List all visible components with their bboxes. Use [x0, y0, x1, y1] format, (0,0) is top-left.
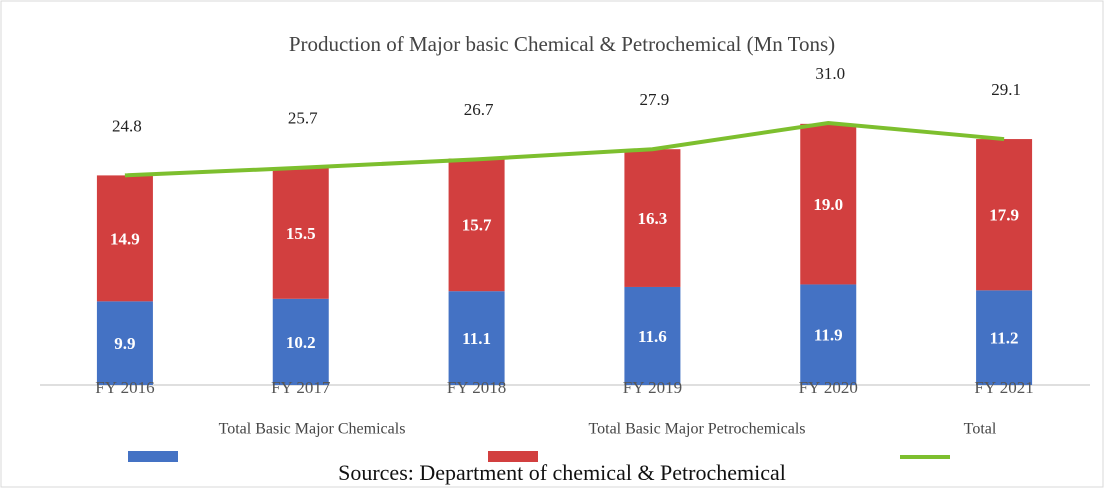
bar-segment — [448, 291, 505, 385]
total-label: 25.7 — [288, 109, 318, 128]
data-label: 16.3 — [638, 209, 668, 228]
total-label: 26.7 — [464, 100, 494, 119]
chart-title: Production of Major basic Chemical & Pet… — [289, 32, 835, 56]
x-tick-label: FY 2016 — [95, 378, 154, 397]
x-tick-label: FY 2018 — [447, 378, 506, 397]
data-label: 11.9 — [814, 326, 843, 345]
data-label: 17.9 — [989, 206, 1019, 225]
x-tick-label: FY 2020 — [799, 378, 858, 397]
data-label: 11.1 — [462, 329, 491, 348]
bar-segment — [800, 284, 857, 385]
bar-segment — [976, 139, 1033, 291]
data-label: 15.5 — [286, 224, 316, 243]
total-label: 31.0 — [815, 64, 845, 83]
bar-segment — [624, 149, 681, 287]
data-label: 14.9 — [110, 229, 140, 248]
x-tick-label: FY 2021 — [974, 378, 1033, 397]
data-label: 11.6 — [638, 327, 667, 346]
data-label: 10.2 — [286, 333, 316, 352]
bar-segment — [448, 158, 505, 292]
source: Sources: Department of chemical & Petroc… — [338, 460, 786, 485]
total-line — [124, 120, 1005, 178]
total-label: 29.1 — [991, 80, 1021, 99]
legend-swatch — [128, 451, 178, 462]
total-label: 27.9 — [640, 90, 670, 109]
bar-segment — [96, 301, 153, 385]
data-label: 11.2 — [990, 329, 1019, 348]
bar-segment — [624, 286, 681, 385]
bar-segment — [272, 167, 329, 299]
x-tick-label: FY 2017 — [271, 378, 331, 397]
legend-label: Total — [964, 421, 997, 438]
legend-label: Total Basic Major Chemicals — [219, 421, 406, 438]
legend-label: Total Basic Major Petrochemicals — [588, 421, 805, 438]
total-label: 24.8 — [112, 116, 142, 135]
data-label: 19.0 — [813, 195, 843, 214]
bar-segment — [800, 123, 857, 285]
bar-segment — [96, 175, 153, 302]
bar-segment — [976, 290, 1033, 385]
data-label: 9.9 — [114, 334, 135, 353]
data-label: 15.7 — [462, 216, 492, 235]
legend-swatch — [488, 451, 538, 462]
bar-segment — [272, 298, 329, 385]
x-tick-label: FY 2019 — [623, 378, 682, 397]
